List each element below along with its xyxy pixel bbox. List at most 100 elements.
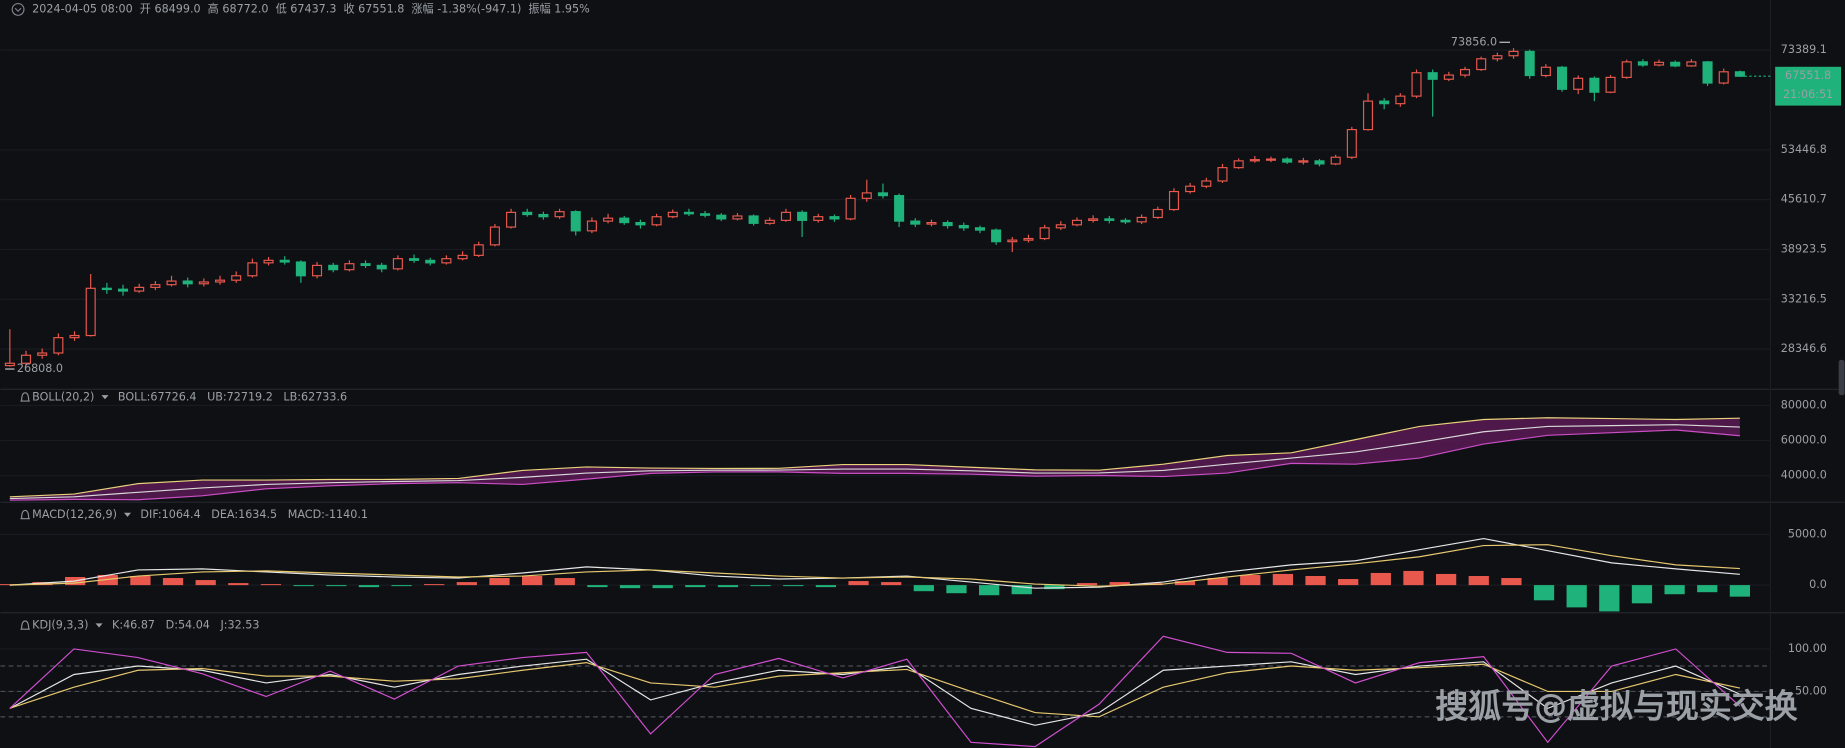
- candle-body: [1249, 159, 1260, 162]
- candle-body: [117, 288, 129, 292]
- legend-entry: BOLL:67726.4: [118, 391, 197, 404]
- macd-bar: [1240, 574, 1261, 586]
- side-handle[interactable]: [1838, 359, 1845, 396]
- macd-bar: [652, 585, 673, 589]
- macd-bar: [1011, 585, 1032, 595]
- legend-entry: UB:72719.2: [207, 391, 273, 404]
- indicator-line: [9, 544, 1740, 587]
- candle-body: [748, 215, 759, 224]
- info-value: 68772.0: [222, 2, 268, 15]
- candle-body: [619, 217, 630, 224]
- candle-body: [37, 352, 48, 356]
- macd-bar: [750, 585, 771, 587]
- collapse-icon[interactable]: [11, 2, 25, 16]
- annotation-label: 26808.0: [17, 362, 63, 375]
- candle-body: [376, 264, 387, 270]
- candle-body: [1185, 185, 1196, 193]
- candle-body: [1071, 219, 1083, 226]
- candle-body: [1136, 216, 1147, 223]
- candle-body: [1233, 160, 1244, 169]
- candle-body: [1120, 219, 1131, 223]
- legend-entry: K:46.87: [112, 619, 155, 632]
- candle-body: [538, 213, 549, 218]
- last-price-label: 67551.8: [1785, 69, 1831, 82]
- info-label: 高: [208, 1, 219, 15]
- candle-body: [457, 254, 468, 260]
- macd-bar: [978, 585, 1000, 596]
- macd-bar: [1533, 585, 1555, 601]
- candle-body: [894, 195, 905, 222]
- candle-body: [1443, 74, 1454, 80]
- candle-body: [1023, 237, 1034, 241]
- macd-bar: [1468, 575, 1489, 586]
- candle-body: [1104, 218, 1115, 221]
- y-tick-label: 33216.5: [1781, 292, 1827, 305]
- candle-body: [522, 211, 533, 216]
- candle-body: [1524, 50, 1535, 77]
- candle-body: [829, 216, 840, 220]
- dropdown-icon: [95, 623, 103, 628]
- candle-body: [1557, 66, 1568, 90]
- indicator-line: [9, 429, 1740, 501]
- legend-entry: DIF:1064.4: [140, 508, 200, 521]
- legend-entry: MACD:-1140.1: [288, 508, 368, 521]
- macd-bar: [946, 585, 967, 594]
- macd-bar: [195, 580, 216, 586]
- candle-body: [942, 221, 953, 227]
- indicator-title: MACD(12,26,9): [32, 508, 117, 521]
- macd-bar: [848, 581, 869, 586]
- y-tick-label: 38923.5: [1781, 242, 1827, 255]
- candle-body: [1055, 224, 1066, 229]
- candle-body: [1362, 100, 1374, 131]
- candle-body: [441, 258, 452, 264]
- macd-bar: [554, 578, 575, 586]
- candle-body: [1476, 58, 1487, 71]
- band-fill: [9, 417, 1740, 501]
- candle-body: [1411, 72, 1422, 97]
- candle-body: [295, 261, 306, 277]
- candle-body: [182, 280, 193, 285]
- macd-bar: [162, 578, 184, 586]
- candle-body: [603, 217, 614, 222]
- candle-body: [4, 362, 15, 367]
- candle-body: [1346, 128, 1357, 158]
- candle-body: [198, 281, 209, 285]
- candle-body: [877, 192, 888, 197]
- candle-body: [635, 221, 646, 226]
- legend-entry: DEA:1634.5: [211, 508, 277, 521]
- candle-body: [1573, 77, 1584, 90]
- candle-body: [1217, 167, 1228, 182]
- macd-bar: [783, 585, 804, 587]
- collapse-chevron: [14, 7, 22, 13]
- candle-body: [279, 259, 290, 263]
- candle-body: [991, 229, 1002, 243]
- macd-bar: [881, 582, 902, 586]
- macd-bar: [1501, 578, 1522, 586]
- macd-bar: [228, 583, 249, 586]
- candle-body: [570, 211, 581, 232]
- countdown-label: 21:06:51: [1783, 88, 1833, 101]
- candle-body: [312, 264, 323, 277]
- candle-body: [69, 334, 80, 339]
- bell-icon: [20, 620, 30, 630]
- candle-body: [1298, 160, 1309, 163]
- y-tick-label: 40000.0: [1781, 469, 1827, 482]
- candle-body: [392, 258, 403, 270]
- macd-bar: [717, 585, 739, 588]
- candle-body: [732, 215, 743, 220]
- y-tick-label: 100.00: [1788, 642, 1827, 655]
- candle-body: [328, 264, 339, 271]
- indicator-line: [9, 658, 1741, 726]
- candle-body: [1168, 190, 1180, 211]
- candle-body: [667, 211, 678, 218]
- candle-body: [53, 337, 64, 354]
- watermark: 搜狐号@虚拟与现实交换: [1435, 687, 1797, 726]
- bell-icon: [20, 392, 30, 402]
- legend-entry: LB:62733.6: [283, 391, 347, 404]
- candle-body: [1379, 100, 1390, 105]
- candle-body: [1314, 160, 1325, 165]
- candle-body: [586, 220, 597, 232]
- legend-entry: J:32.53: [219, 619, 259, 632]
- macd-bar: [391, 585, 412, 587]
